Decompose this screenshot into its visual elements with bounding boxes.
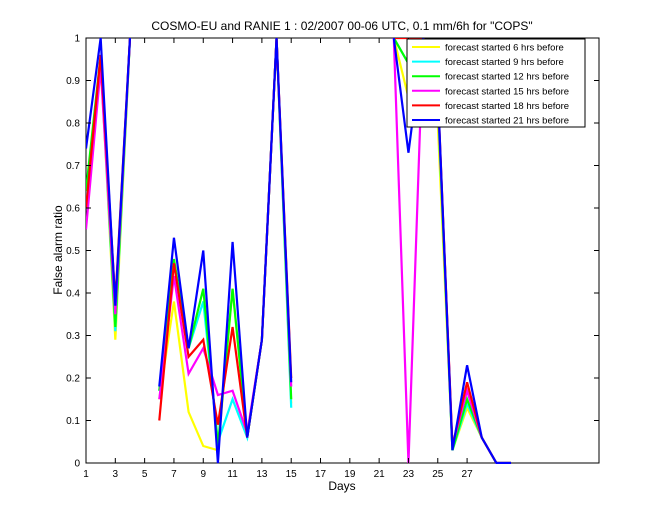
x-tick-label: 25 [432,469,444,480]
legend: forecast started 6 hrs before forecast st… [406,38,586,128]
y-tick-label: 0.2 [66,374,80,385]
y-tick-label: 0.9 [66,76,80,87]
y-axis-label: False alarm ratio [51,205,65,295]
legend-entry-label: forecast started 6 hrs before [445,43,564,54]
y-tick-label: 0.8 [66,119,80,130]
x-tick-label: 11 [227,469,238,480]
x-tick-label: 19 [344,469,356,480]
legend-box [406,38,586,128]
y-tick-label: 0.6 [66,204,80,215]
x-tick-label: 7 [171,469,177,480]
x-axis-ticks: 1 3 5 7 9 11 13 15 17 19 21 23 25 27 [83,38,473,480]
x-tick-label: 17 [315,469,327,480]
y-tick-label: 0 [74,459,80,470]
x-tick-label: 9 [200,469,206,480]
series-line [158,38,293,464]
chart-title: COSMO-EU and RANIE 1 : 02/2007 00-06 UTC… [151,19,532,33]
legend-entry-label: forecast started 15 hrs before [445,86,569,97]
legend-entry-label: forecast started 18 hrs before [445,101,569,112]
y-tick-label: 0.7 [66,161,80,172]
legend-entry-label: forecast started 21 hrs before [445,116,569,127]
x-tick-label: 3 [113,469,119,480]
x-tick-label: 27 [462,469,474,480]
y-tick-label: 0.5 [66,246,80,257]
series-line [86,38,132,306]
x-tick-label: 5 [142,469,148,480]
y-tick-label: 0.1 [66,416,80,427]
legend-entry-label: forecast started 12 hrs before [445,72,569,83]
y-tick-label: 1 [74,34,80,45]
y-tick-label: 0.3 [66,331,80,342]
x-tick-label: 13 [256,469,268,480]
x-axis-label: Days [328,479,355,493]
y-axis-ticks: 0 0.1 0.2 0.3 0.4 0.5 0.6 0.7 0.8 0.9 1 [66,34,599,470]
legend-entry-label: forecast started 9 hrs before [445,57,564,68]
x-tick-label: 1 [83,469,89,480]
y-tick-label: 0.4 [66,289,80,300]
x-tick-label: 15 [286,469,298,480]
x-tick-label: 21 [374,469,386,480]
x-tick-label: 23 [403,469,415,480]
